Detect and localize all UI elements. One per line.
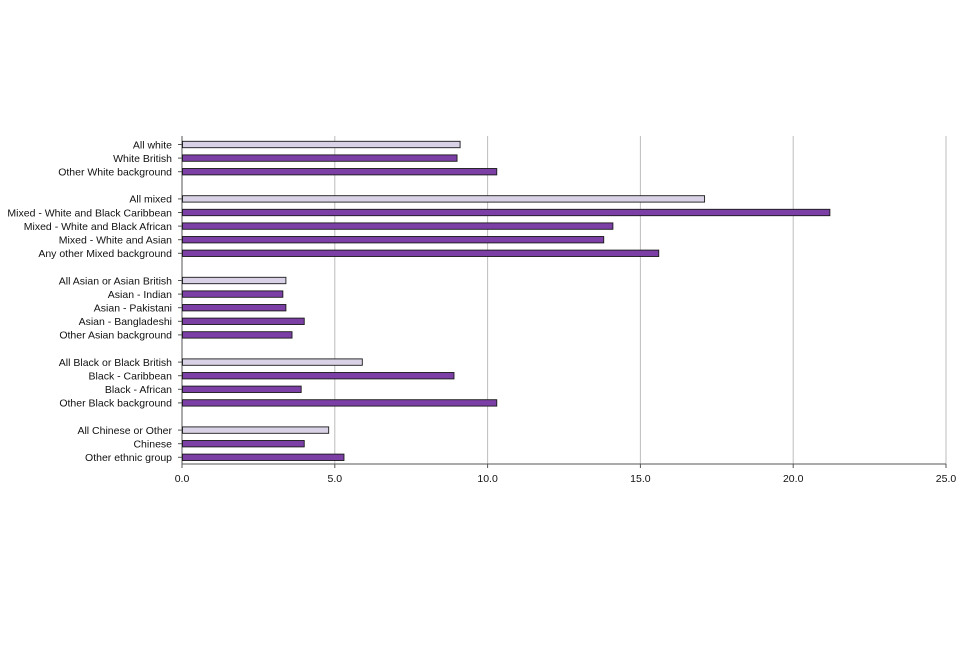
- category-label: Asian - Pakistani: [94, 303, 172, 315]
- x-tick-label: 15.0: [630, 473, 651, 485]
- x-tick-label: 0.0: [175, 473, 190, 485]
- subgroup-bar: [182, 304, 287, 312]
- group-total-bar: [182, 358, 363, 366]
- category-label: Mixed - White and Black African: [24, 221, 172, 233]
- category-label: Asian - Bangladeshi: [79, 316, 172, 328]
- subgroup-bar: [182, 168, 498, 176]
- subgroup-bar: [182, 331, 293, 339]
- category-label: Asian - Indian: [108, 289, 172, 301]
- category-label: Mixed - White and Black Caribbean: [7, 207, 172, 219]
- category-label: Other Asian background: [59, 330, 172, 342]
- category-label: All Asian or Asian British: [59, 275, 172, 287]
- subgroup-bar: [182, 372, 455, 380]
- category-label: Other ethnic group: [85, 452, 172, 464]
- category-label: Black - African: [105, 384, 172, 396]
- category-label: Any other Mixed background: [38, 248, 172, 260]
- category-label: All mixed: [129, 194, 172, 206]
- subgroup-bar: [182, 236, 605, 244]
- subgroup-bar: [182, 290, 284, 298]
- category-label: Other Black background: [59, 398, 172, 410]
- category-label: Chinese: [133, 439, 172, 451]
- category-label: All Black or Black British: [59, 357, 172, 369]
- subgroup-bar: [182, 208, 831, 217]
- x-tick-label: 10.0: [477, 473, 498, 485]
- group-total-bar: [182, 276, 287, 285]
- x-tick-label: 20.0: [783, 473, 804, 485]
- subgroup-bar: [182, 385, 302, 393]
- group-total-bar: [182, 140, 461, 149]
- subgroup-bar: [182, 154, 458, 162]
- subgroup-bar: [182, 222, 614, 230]
- category-label: All Chinese or Other: [77, 425, 172, 437]
- x-tick-label: 5.0: [327, 473, 342, 485]
- category-label: Other White background: [58, 167, 172, 179]
- subgroup-bar: [182, 399, 498, 407]
- group-total-bar: [182, 195, 706, 203]
- category-label: Mixed - White and Asian: [59, 235, 172, 247]
- subgroup-bar: [182, 440, 305, 448]
- category-label: All white: [133, 139, 172, 151]
- subgroup-bar: [182, 453, 345, 461]
- x-tick-label: 25.0: [936, 473, 957, 485]
- category-label: Black - Caribbean: [89, 371, 173, 383]
- subgroup-bar: [182, 249, 660, 257]
- category-label: White British: [113, 153, 172, 165]
- group-total-bar: [182, 426, 330, 434]
- subgroup-bar: [182, 317, 305, 325]
